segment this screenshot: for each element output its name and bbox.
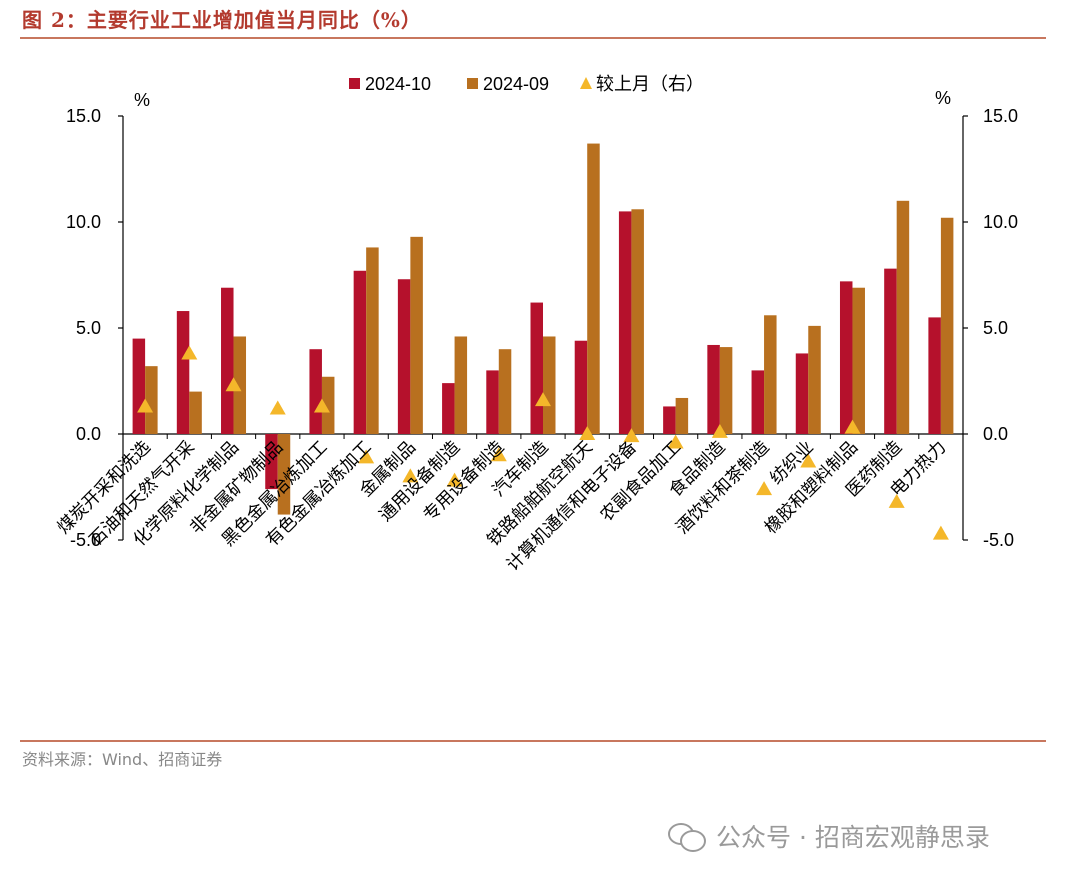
left-tick-label: 15.0 — [66, 106, 101, 126]
change-marker — [932, 525, 949, 540]
top-divider — [20, 37, 1046, 39]
bar-2024-09 — [543, 336, 556, 434]
bar-2024-10 — [795, 353, 809, 434]
bar-2024-10 — [442, 383, 455, 434]
bar-2024-10 — [839, 281, 853, 434]
bar-2024-10 — [928, 317, 941, 434]
right-axis-unit: % — [935, 88, 951, 108]
bar-2024-09 — [410, 236, 423, 434]
change-marker — [844, 419, 861, 434]
left-tick-label: -5.0 — [70, 530, 101, 550]
bar-2024-09 — [631, 209, 644, 434]
industry-value-added-chart: 2024-10 2024-09 较上月（右） -5.0 -5.0 0.0 0.0 5.0 5.… — [54, 74, 1018, 575]
bar-2024-09 — [498, 349, 512, 434]
bar-2024-09 — [808, 325, 821, 434]
change-marker — [181, 345, 198, 360]
change-marker — [711, 423, 728, 438]
bar-2024-10 — [530, 302, 543, 434]
right-tick-label: 10.0 — [983, 212, 1018, 232]
bar-2024-09 — [366, 247, 379, 434]
bar-2024-09 — [189, 391, 202, 434]
bar-2024-10 — [884, 268, 897, 434]
change-marker — [137, 398, 154, 413]
change-marker — [800, 453, 817, 468]
change-marker — [667, 434, 684, 449]
legend-label: 较上月（右） — [596, 74, 704, 95]
left-tick-label: 10.0 — [66, 212, 101, 232]
bar-2024-10 — [221, 287, 234, 434]
source-note: 资料来源：Wind、招商证券 — [22, 750, 223, 769]
legend-swatch — [580, 77, 592, 89]
change-marker — [446, 472, 463, 487]
bar-2024-10 — [618, 211, 632, 434]
bar-2024-10 — [353, 270, 367, 434]
legend-swatch — [349, 78, 360, 89]
bar-2024-10 — [132, 338, 146, 434]
bar-2024-10 — [574, 340, 588, 434]
watermark: 公众号 · 招商宏观静思录 — [668, 818, 990, 854]
bar-2024-10 — [486, 370, 499, 434]
bar-2024-10 — [751, 370, 765, 434]
left-axis-unit: % — [134, 90, 150, 110]
change-markers — [137, 345, 949, 540]
legend: 2024-10 2024-09 较上月（右） — [349, 74, 704, 95]
bar-2024-10 — [397, 279, 411, 434]
change-marker — [225, 377, 242, 392]
bar-2024-10 — [265, 434, 278, 490]
axes: -5.0 -5.0 0.0 0.0 5.0 5.0 10.0 10.0 15.0 15.0%% — [66, 88, 1018, 550]
change-marker — [535, 392, 551, 407]
bar-2024-10 — [663, 406, 676, 434]
left-tick-label: 5.0 — [76, 318, 101, 338]
change-marker — [269, 400, 286, 415]
bar-2024-09 — [764, 315, 777, 434]
bar-2024-10 — [176, 311, 190, 434]
bar-2024-09 — [719, 347, 733, 434]
left-tick-label: 0.0 — [76, 424, 101, 444]
change-marker — [490, 447, 507, 462]
change-marker — [579, 426, 596, 440]
bar-2024-10 — [707, 344, 720, 434]
right-tick-label: 0.0 — [983, 424, 1008, 444]
bar-2024-09 — [277, 434, 291, 515]
bar-2024-09 — [233, 336, 247, 434]
right-tick-label: -5.0 — [983, 530, 1014, 550]
watermark-text: 公众号 · 招商宏观静思录 — [716, 823, 990, 852]
bar-2024-09 — [675, 397, 689, 434]
change-marker — [888, 493, 905, 508]
bar-2024-09 — [896, 200, 910, 434]
bar-2024-09 — [940, 217, 954, 434]
bar-2024-09 — [321, 376, 335, 434]
bar-2024-09 — [454, 336, 468, 434]
legend-label: 2024-09 — [483, 74, 549, 94]
bar-2024-09 — [587, 143, 600, 434]
legend-swatch — [467, 78, 478, 89]
change-marker — [313, 398, 330, 413]
change-marker — [358, 449, 375, 464]
bars — [132, 143, 954, 515]
right-tick-label: 5.0 — [983, 318, 1008, 338]
figure-title: 图 2：主要行业工业增加值当月同比（%） — [22, 8, 422, 32]
right-tick-label: 15.0 — [983, 106, 1018, 126]
bar-2024-10 — [309, 349, 322, 434]
wechat-icon — [668, 821, 708, 852]
change-marker — [756, 481, 773, 496]
bottom-divider — [20, 740, 1046, 742]
change-marker — [402, 468, 419, 483]
legend-label: 2024-10 — [365, 74, 431, 94]
bar-2024-09 — [852, 287, 865, 434]
bar-2024-09 — [145, 366, 158, 434]
change-marker — [623, 428, 640, 443]
